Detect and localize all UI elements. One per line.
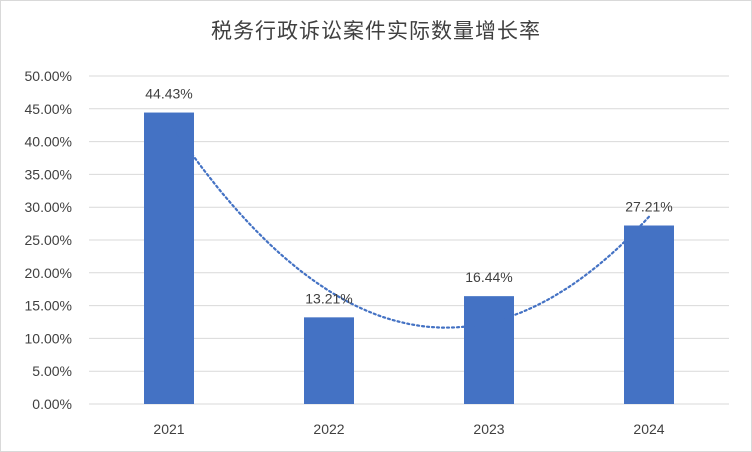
- y-tick-label: 5.00%: [32, 363, 72, 379]
- bar-2024: [624, 225, 674, 404]
- data-label: 13.21%: [305, 290, 352, 306]
- y-tick-label: 25.00%: [25, 232, 72, 248]
- bar-2023: [464, 296, 514, 404]
- y-tick-label: 10.00%: [25, 330, 72, 346]
- data-label: 27.21%: [625, 199, 672, 215]
- x-tick-label: 2022: [313, 421, 344, 437]
- x-axis: 2021 2022 2023 2024: [153, 421, 664, 437]
- chart-title: 税务行政诉讼案件实际数量增长率: [211, 19, 541, 43]
- y-tick-label: 45.00%: [25, 101, 72, 117]
- y-tick-label: 30.00%: [25, 199, 72, 215]
- y-tick-label: 50.00%: [25, 68, 72, 84]
- y-tick-label: 40.00%: [25, 134, 72, 150]
- x-tick-label: 2024: [633, 421, 664, 437]
- y-tick-label: 0.00%: [32, 396, 72, 412]
- trendline: [167, 120, 651, 329]
- x-tick-label: 2023: [473, 421, 504, 437]
- y-tick-label: 15.00%: [25, 298, 72, 314]
- bars: [144, 112, 674, 405]
- data-labels: 44.43% 13.21% 16.44% 27.21%: [145, 86, 672, 307]
- y-axis: 0.00% 5.00% 10.00% 15.00% 20.00% 25.00% 30.00%…: [25, 68, 72, 412]
- data-label: 44.43%: [145, 86, 192, 102]
- bar-2021: [144, 112, 194, 405]
- bar-2022: [304, 317, 354, 404]
- y-tick-label: 35.00%: [25, 166, 72, 182]
- x-tick-label: 2021: [153, 421, 184, 437]
- y-tick-label: 20.00%: [25, 265, 72, 281]
- gridlines: [89, 75, 729, 405]
- data-label: 16.44%: [465, 269, 512, 285]
